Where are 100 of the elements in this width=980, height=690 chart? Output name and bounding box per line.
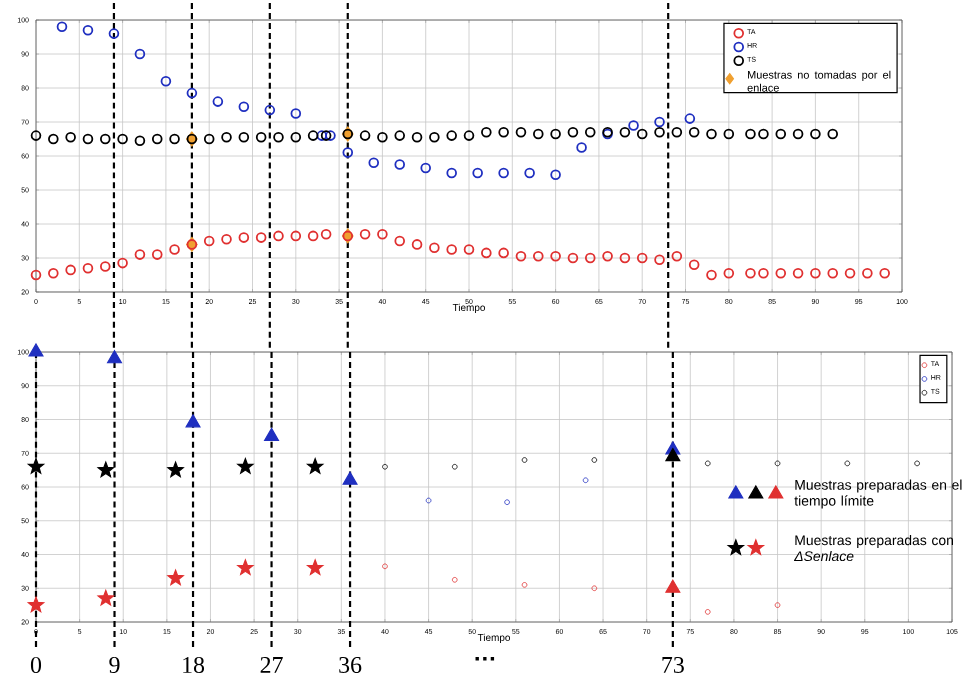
point [636,128,648,140]
point [671,126,683,138]
point [619,126,631,138]
point [108,28,120,39]
point [238,232,250,243]
point [186,87,198,99]
point [56,21,68,33]
point [844,268,856,279]
point [325,130,336,141]
point [290,230,302,242]
point [463,130,475,141]
point [290,132,302,143]
point [221,234,232,245]
point [359,130,371,141]
ref-line-label: 27 [260,656,283,673]
point [515,251,527,262]
point [238,101,250,112]
point [151,249,163,260]
point [429,242,440,254]
point [550,251,561,262]
point [498,167,509,179]
point [307,230,319,242]
point [706,128,717,140]
point [100,133,111,145]
point [134,48,146,60]
ref-line-label: 9 [109,656,120,673]
point [654,116,665,128]
point [706,269,717,281]
point [774,602,781,608]
point [65,264,76,276]
point [723,268,735,279]
point [48,133,59,145]
point [82,24,94,36]
point [446,167,457,179]
point [377,132,388,143]
point [420,162,431,174]
point [342,147,354,158]
point [914,460,920,467]
point [591,585,598,592]
point [107,350,123,364]
point [377,228,388,240]
point [382,463,388,470]
point [521,457,528,463]
point [481,247,492,259]
ref-line-label: 36 [339,656,362,673]
point [221,132,232,143]
point [169,244,180,255]
point [134,249,146,260]
point [429,132,440,143]
ref-line-label: 0 [30,656,42,674]
point [446,244,457,255]
point [48,268,59,279]
point [359,228,371,240]
point [515,126,527,138]
point [203,133,215,145]
point [775,268,787,279]
point [844,460,851,467]
point [684,113,696,124]
point [134,135,146,146]
point [504,499,510,505]
point [290,108,302,119]
point [498,247,509,259]
point [671,251,683,262]
point [827,268,839,279]
point [745,268,756,279]
point [792,268,804,279]
point [212,96,224,107]
point [382,563,388,570]
point [472,167,483,179]
point [394,159,406,170]
point [879,268,890,279]
point [758,268,769,279]
point [688,259,700,271]
point [169,133,180,145]
point [307,130,319,141]
point [810,268,821,279]
point [584,126,596,138]
point [203,235,215,247]
point [758,128,769,140]
point [238,132,250,143]
point [862,268,873,279]
point [704,460,711,467]
point [30,269,42,281]
point [273,132,284,143]
point [584,252,596,264]
point [264,427,280,441]
point [185,414,201,428]
point [582,477,589,484]
point [425,497,432,504]
point [394,130,406,141]
point [151,133,163,145]
point [255,132,267,143]
point [100,261,111,272]
point [704,609,711,615]
point [602,251,613,262]
point [550,128,561,140]
point [451,463,458,470]
point [273,230,284,242]
point [451,577,458,583]
point [394,235,406,247]
